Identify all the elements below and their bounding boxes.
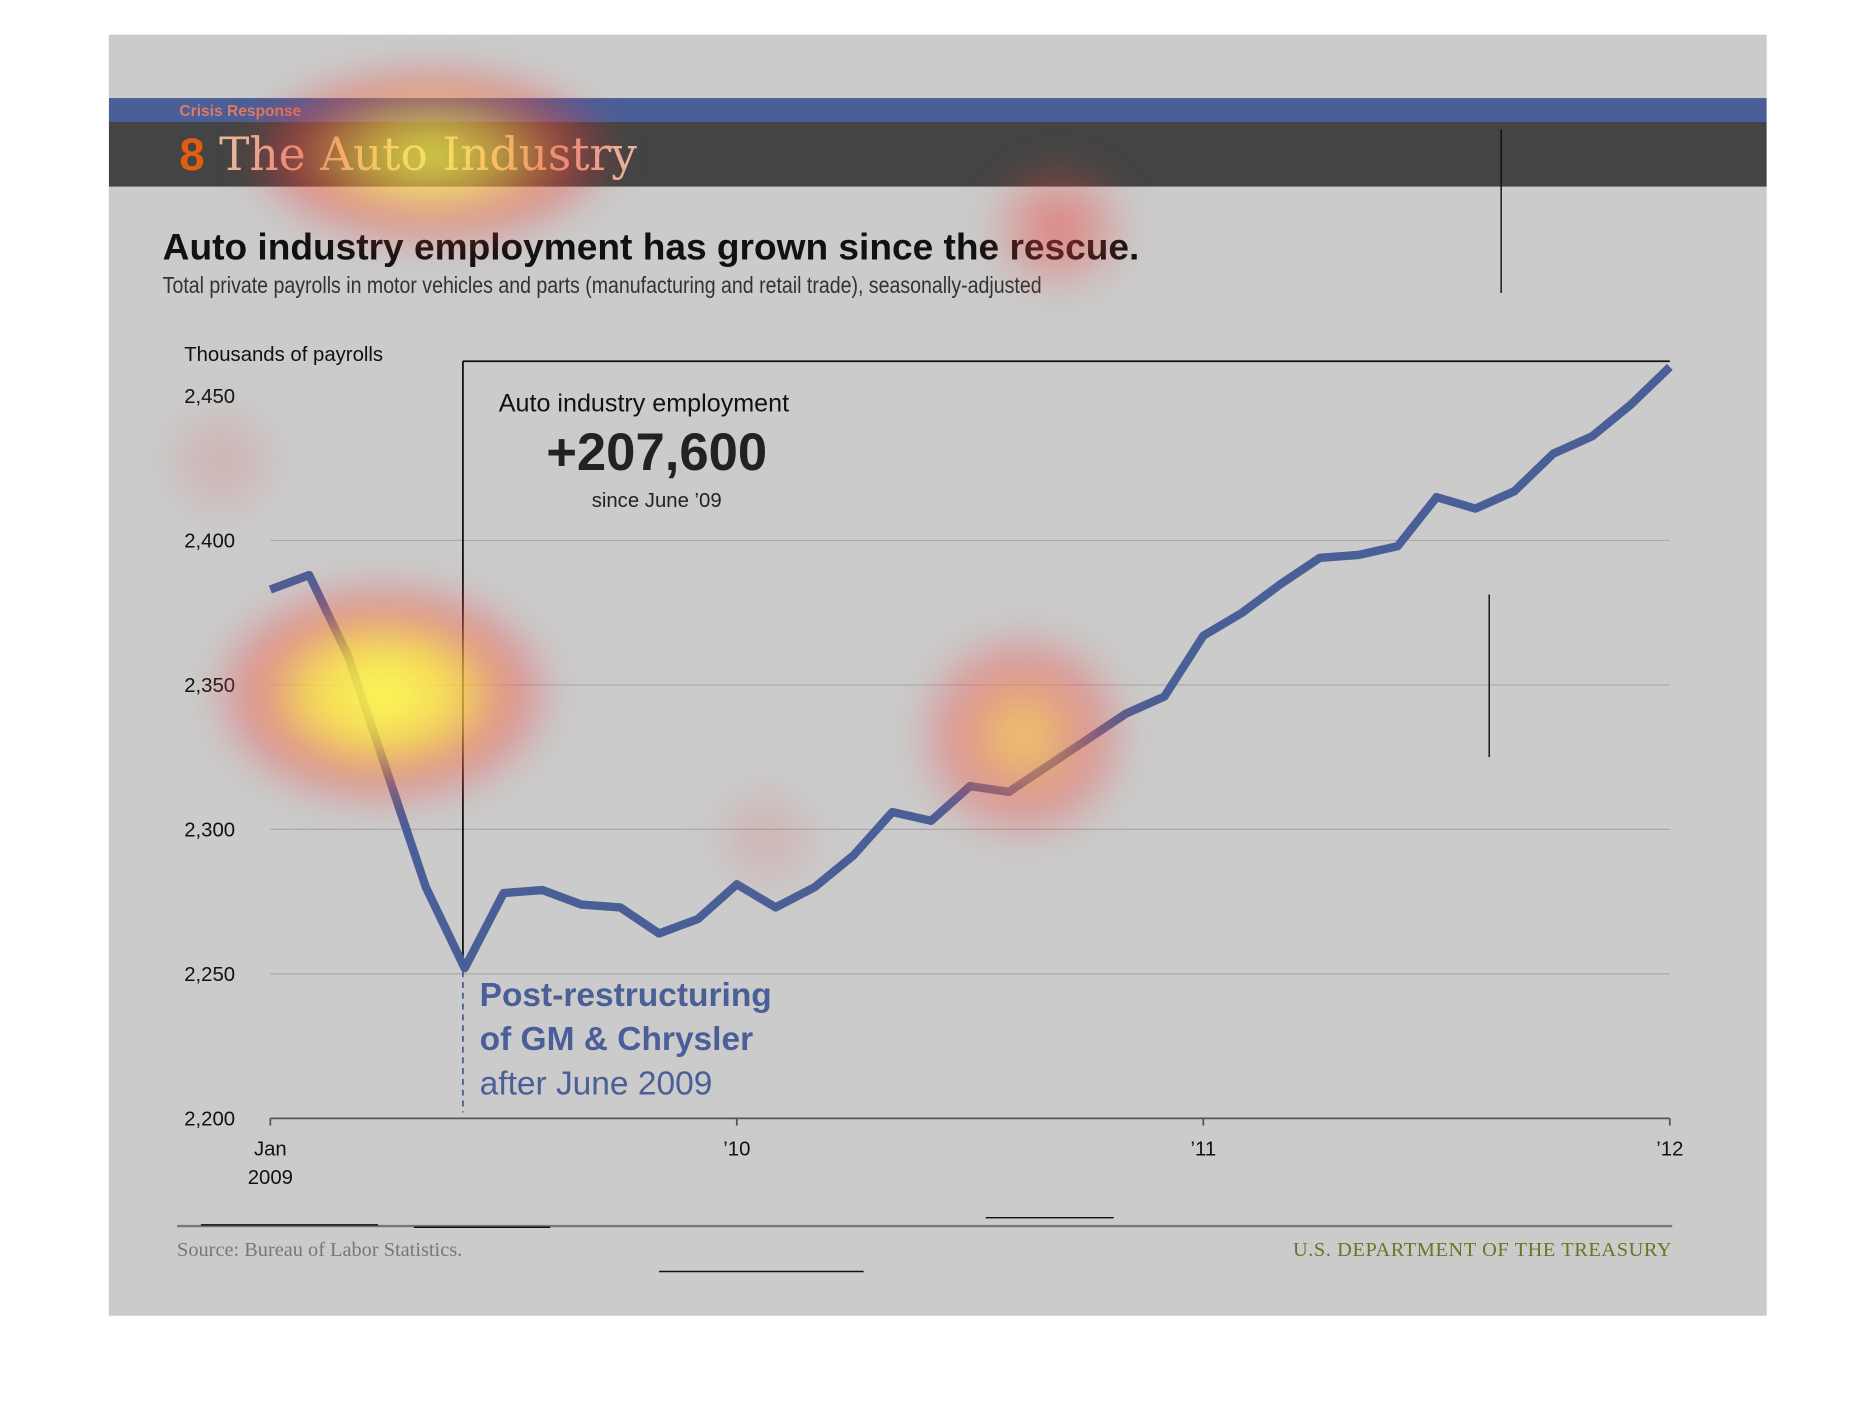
y-tick-label: 2,200 <box>184 1109 235 1131</box>
x-tick-label: Jan <box>254 1138 287 1160</box>
subtitle: Total private payrolls in motor vehicles… <box>162 273 1042 300</box>
stray-marks <box>200 129 1502 1273</box>
restructuring-label-3: after June 2009 <box>480 1065 713 1102</box>
y-tick-label: 2,300 <box>184 820 235 842</box>
y-tick-label: 2,450 <box>184 386 235 408</box>
y-tick-label: 2,400 <box>184 531 235 553</box>
y-tick-label: 2,250 <box>184 964 235 986</box>
annotation-title: Auto industry employment <box>499 389 789 417</box>
agency-logo-text: U.S. DEPARTMENT OF THE TREASURY <box>1292 1238 1673 1261</box>
annotation-since: since June ’09 <box>592 490 722 512</box>
x-tick-label: 2009 <box>248 1167 293 1189</box>
source-note: Source: Bureau of Labor Statistics. <box>177 1238 463 1261</box>
restructuring-label-2: of GM & Chrysler <box>480 1021 754 1058</box>
restructuring-label-1: Post-restructuring <box>480 977 772 1014</box>
annotation-value: +207,600 <box>546 423 767 482</box>
y-tick-label: 2,350 <box>184 675 235 697</box>
series-line-employment <box>268 363 1673 973</box>
y-axis-label: Thousands of payrolls <box>184 344 383 366</box>
x-tick-label: ’10 <box>723 1138 750 1160</box>
x-tick-label: ’12 <box>1656 1138 1683 1160</box>
x-tick-label: ’11 <box>1191 1138 1217 1160</box>
section-number: 8 <box>179 130 205 181</box>
